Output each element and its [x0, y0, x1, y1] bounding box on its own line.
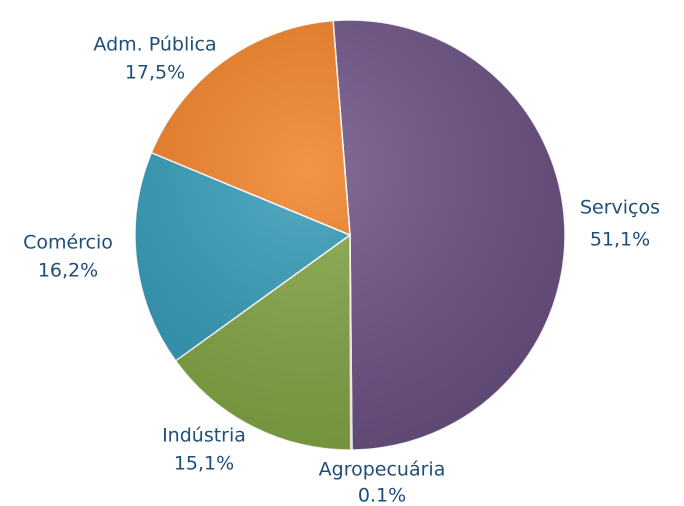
slice-value-label: 15,1% — [174, 453, 234, 475]
slice-label: Indústria — [162, 425, 246, 447]
pie-slice — [332, 19, 566, 451]
pie — [134, 19, 566, 451]
slice-value-label: 16,2% — [38, 260, 98, 282]
slice-value-label: 17,5% — [125, 62, 185, 84]
slice-label: Agropecuária — [319, 459, 446, 481]
slice-value-label: 0.1% — [358, 485, 406, 506]
slice-label: Comércio — [23, 232, 113, 254]
slice-label: Serviços — [580, 197, 660, 219]
slice-label: Adm. Pública — [93, 34, 216, 56]
slice-value-label: 51,1% — [590, 229, 650, 251]
